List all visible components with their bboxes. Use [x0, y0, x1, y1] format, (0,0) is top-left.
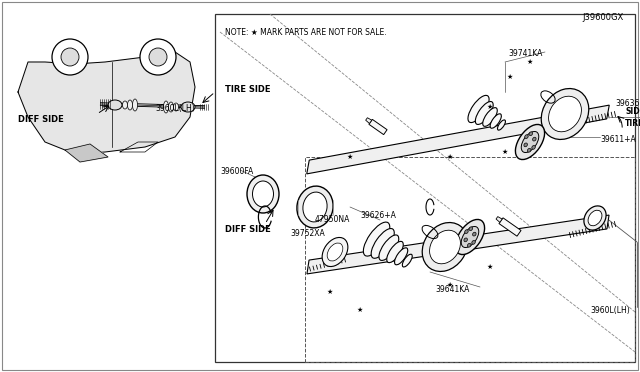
Polygon shape [365, 118, 372, 124]
Text: 3960L(LH): 3960L(LH) [590, 305, 630, 314]
Circle shape [140, 39, 176, 75]
Polygon shape [499, 218, 521, 236]
Ellipse shape [394, 248, 408, 265]
Ellipse shape [371, 228, 394, 258]
Text: ★: ★ [347, 154, 353, 160]
Ellipse shape [379, 235, 399, 260]
Text: DIFF SIDE: DIFF SIDE [18, 115, 64, 124]
Text: ★: ★ [447, 154, 453, 160]
Ellipse shape [483, 108, 497, 126]
Ellipse shape [490, 114, 501, 128]
Ellipse shape [422, 222, 468, 272]
Ellipse shape [541, 89, 589, 140]
Ellipse shape [588, 210, 602, 226]
Text: ★: ★ [502, 149, 508, 155]
Ellipse shape [456, 219, 484, 254]
Ellipse shape [584, 206, 606, 230]
Ellipse shape [548, 96, 581, 132]
Ellipse shape [521, 131, 539, 153]
Ellipse shape [132, 99, 138, 111]
Ellipse shape [173, 103, 179, 111]
Ellipse shape [247, 175, 279, 213]
Text: 39636+A: 39636+A [615, 99, 640, 109]
Text: 39626+A: 39626+A [360, 211, 396, 219]
Ellipse shape [181, 102, 195, 112]
Text: 3960L(LH): 3960L(LH) [155, 103, 195, 112]
Ellipse shape [465, 230, 468, 234]
Ellipse shape [322, 237, 348, 267]
Ellipse shape [168, 102, 173, 112]
Text: TIRE: TIRE [625, 119, 640, 128]
Ellipse shape [297, 186, 333, 228]
Ellipse shape [122, 101, 127, 109]
Text: ★: ★ [507, 74, 513, 80]
Ellipse shape [127, 100, 132, 110]
Text: 39741KA: 39741KA [508, 49, 542, 58]
Ellipse shape [472, 241, 476, 244]
Ellipse shape [253, 181, 273, 207]
Text: 39752XA: 39752XA [290, 230, 324, 238]
Ellipse shape [387, 241, 403, 263]
Ellipse shape [515, 125, 545, 160]
Bar [305, 157, 635, 362]
Text: J39600GX: J39600GX [582, 13, 623, 22]
Text: ★: ★ [447, 282, 453, 288]
Circle shape [149, 48, 167, 66]
Text: ★: ★ [327, 289, 333, 295]
Polygon shape [65, 144, 108, 162]
Ellipse shape [527, 148, 531, 152]
Text: 39611+A: 39611+A [600, 135, 636, 144]
Polygon shape [307, 105, 609, 174]
Ellipse shape [525, 135, 528, 138]
Circle shape [52, 39, 88, 75]
Text: DIFF SIDE: DIFF SIDE [225, 224, 271, 234]
Polygon shape [369, 119, 387, 135]
Polygon shape [496, 217, 502, 222]
Ellipse shape [472, 232, 476, 236]
Text: ★: ★ [357, 307, 363, 313]
Text: 39600FA: 39600FA [220, 167, 253, 176]
Text: ★: ★ [487, 264, 493, 270]
Text: ★: ★ [527, 59, 533, 65]
Polygon shape [307, 215, 609, 274]
Ellipse shape [529, 132, 532, 136]
Text: TIRE SIDE: TIRE SIDE [225, 84, 271, 93]
Text: 39641KA: 39641KA [435, 285, 469, 295]
Text: SIDE: SIDE [625, 108, 640, 116]
Ellipse shape [532, 137, 536, 141]
Text: NOTE: ★ MARK PARTS ARE NOT FOR SALE.: NOTE: ★ MARK PARTS ARE NOT FOR SALE. [225, 28, 387, 36]
Ellipse shape [497, 120, 506, 130]
Ellipse shape [476, 102, 493, 125]
Ellipse shape [108, 100, 122, 110]
Ellipse shape [467, 243, 471, 247]
Ellipse shape [464, 238, 467, 242]
Polygon shape [18, 52, 195, 154]
Text: 47950NA: 47950NA [315, 215, 350, 224]
Circle shape [61, 48, 79, 66]
Ellipse shape [163, 101, 168, 113]
Ellipse shape [532, 145, 535, 149]
Bar [215, 14, 635, 362]
Ellipse shape [468, 95, 489, 123]
Ellipse shape [429, 230, 460, 264]
Ellipse shape [469, 227, 472, 231]
Ellipse shape [303, 192, 327, 222]
Text: ★: ★ [487, 104, 493, 110]
Ellipse shape [461, 227, 479, 247]
Ellipse shape [327, 243, 343, 261]
Ellipse shape [364, 222, 390, 256]
Ellipse shape [403, 254, 412, 267]
Ellipse shape [524, 143, 527, 147]
